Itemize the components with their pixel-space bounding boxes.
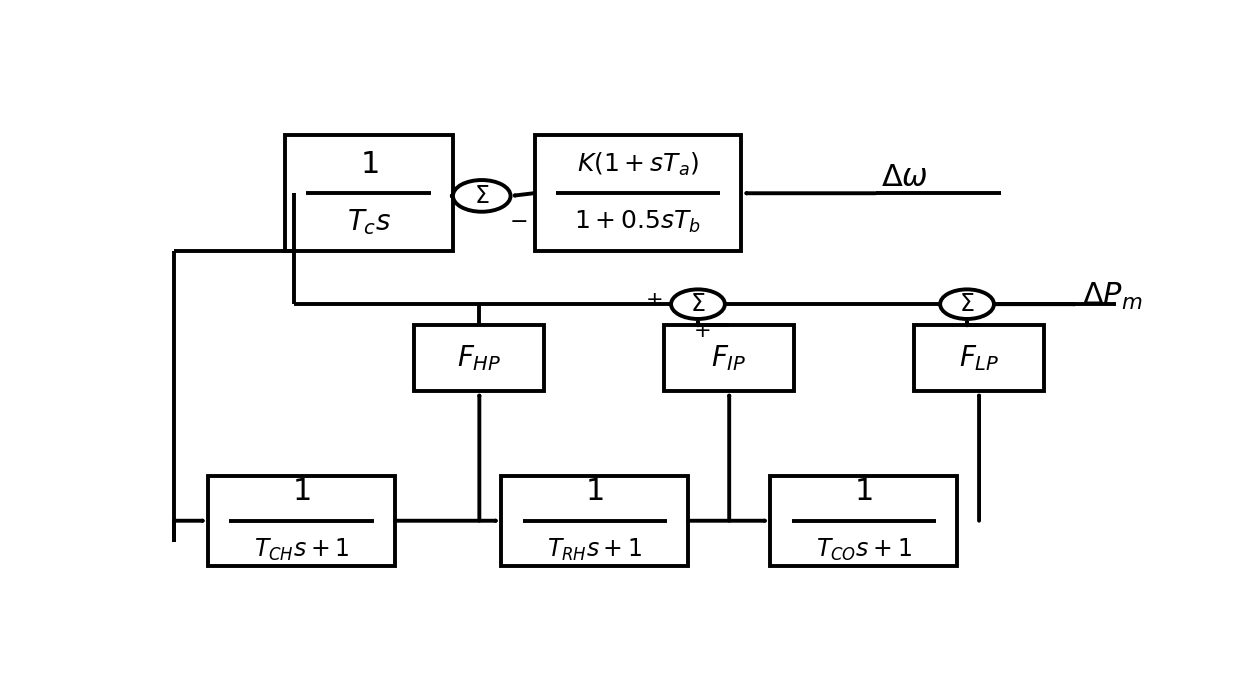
Bar <box>770 476 957 566</box>
Text: $1$: $1$ <box>585 477 604 506</box>
Bar <box>914 325 1044 391</box>
Bar <box>534 135 742 251</box>
Text: $-$: $-$ <box>510 210 527 230</box>
Bar <box>501 476 688 566</box>
Text: $+$: $+$ <box>693 320 711 340</box>
Text: $1$: $1$ <box>854 477 873 506</box>
Text: $T_{CH}s+1$: $T_{CH}s+1$ <box>254 536 350 563</box>
Text: $1+0.5sT_{b}$: $1+0.5sT_{b}$ <box>574 209 702 235</box>
Text: $\Sigma$: $\Sigma$ <box>474 184 490 208</box>
Text: $T_{c}s$: $T_{c}s$ <box>347 207 391 237</box>
Text: $F_{LP}$: $F_{LP}$ <box>959 344 999 373</box>
Circle shape <box>453 180 511 212</box>
Text: $\Sigma$: $\Sigma$ <box>960 292 975 316</box>
Text: $+$: $+$ <box>645 290 662 310</box>
Bar <box>414 325 544 391</box>
Text: $1$: $1$ <box>293 477 311 506</box>
Bar <box>208 476 396 566</box>
Text: $F_{HP}$: $F_{HP}$ <box>458 344 501 373</box>
Bar <box>285 135 453 251</box>
Text: $1$: $1$ <box>360 150 378 178</box>
Circle shape <box>940 289 994 319</box>
Text: $K(1+sT_{a})$: $K(1+sT_{a})$ <box>577 151 699 178</box>
Text: $\Delta\omega$: $\Delta\omega$ <box>880 163 928 192</box>
Text: $T_{RH}s+1$: $T_{RH}s+1$ <box>547 536 642 563</box>
Text: $T_{CO}s+1$: $T_{CO}s+1$ <box>816 536 911 563</box>
Text: $\Sigma$: $\Sigma$ <box>691 292 706 316</box>
Circle shape <box>671 289 725 319</box>
Bar <box>665 325 794 391</box>
Text: $F_{IP}$: $F_{IP}$ <box>712 344 746 373</box>
Text: $\Delta P_{m}$: $\Delta P_{m}$ <box>1083 281 1143 312</box>
